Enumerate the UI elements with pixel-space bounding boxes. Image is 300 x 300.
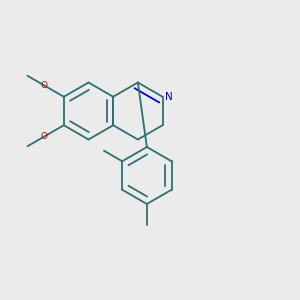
Text: O: O xyxy=(41,81,48,90)
Text: N: N xyxy=(165,92,173,102)
Text: O: O xyxy=(41,132,48,141)
